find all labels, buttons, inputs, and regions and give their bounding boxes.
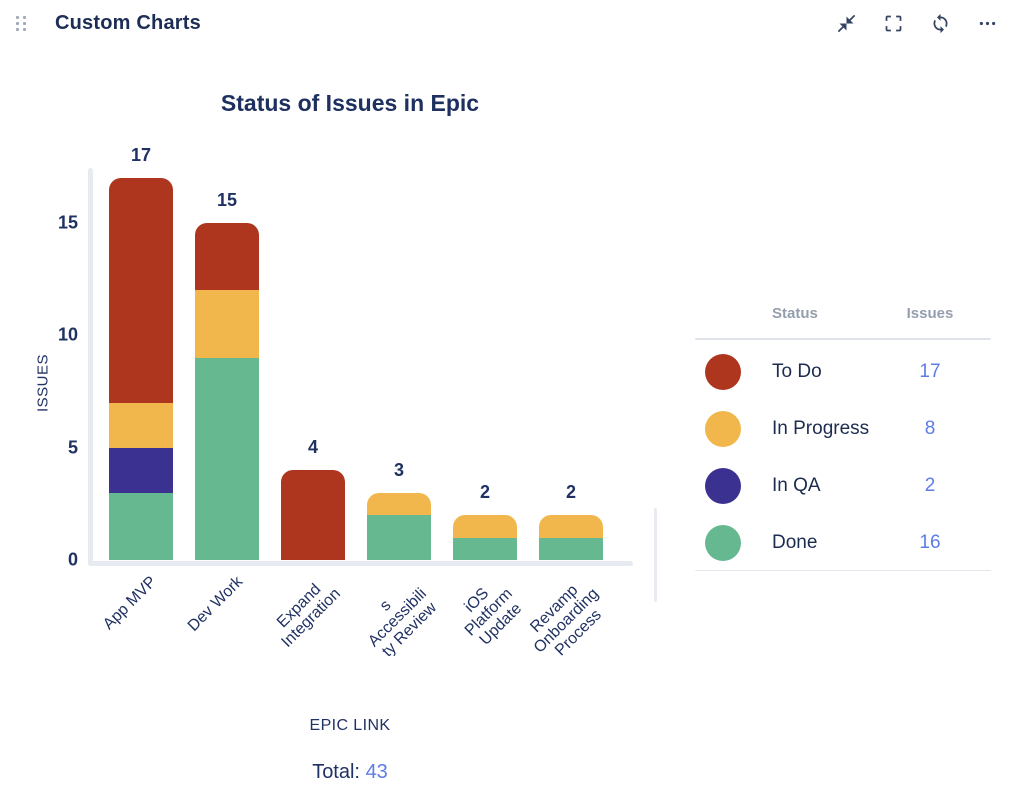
bar-total-label: 2 — [565, 482, 576, 502]
legend-status-label: In QA — [772, 474, 821, 496]
legend-row-in-progress[interactable]: In Progress 8 — [695, 400, 991, 457]
bar-segment-to-do[interactable] — [195, 222, 259, 290]
bar-total-label: 3 — [393, 459, 404, 480]
legend-status-label: Done — [772, 531, 818, 553]
legend-color-swatch — [705, 353, 741, 390]
collapse-button[interactable] — [833, 12, 859, 38]
bar-segment-to-do[interactable] — [281, 470, 345, 560]
bar-total-label: 4 — [307, 437, 318, 457]
total-value: 43 — [365, 761, 388, 783]
y-axis-tick-label: 5 — [67, 437, 78, 457]
legend-color-swatch — [705, 410, 741, 447]
drag-handle-icon[interactable] — [16, 16, 31, 34]
bar-segment-in-progress[interactable] — [539, 515, 603, 538]
y-axis-tick-label: 15 — [57, 212, 78, 232]
plot-right-divider — [654, 508, 657, 602]
bar-segment-in-progress[interactable] — [453, 515, 517, 538]
ellipsis-icon — [977, 13, 998, 37]
x-axis-labels: App MVP Dev Work Expand Integration s Accessi… — [100, 573, 605, 661]
bar-segment-done[interactable] — [539, 537, 603, 560]
bar-segment-done[interactable] — [195, 357, 259, 560]
collapse-icon — [836, 13, 857, 37]
legend-color-swatch — [705, 524, 741, 561]
x-axis-title: EPIC LINK — [309, 717, 391, 734]
legend-status-label: In Progress — [772, 417, 870, 439]
chart-total: Total: 43 — [70, 761, 630, 784]
bar-segment-in-progress[interactable] — [195, 290, 259, 358]
legend-row-in-qa[interactable]: In QA 2 — [695, 457, 991, 514]
refresh-icon — [930, 13, 951, 37]
legend-divider — [695, 570, 991, 571]
y-axis-ticks: 0 5 10 15 — [20, 150, 78, 570]
legend-divider — [695, 338, 991, 340]
legend-color-swatch — [705, 467, 741, 504]
legend-issue-count[interactable]: 8 — [924, 417, 936, 439]
widget-header: Custom Charts — [0, 0, 1024, 50]
bar-segment-in-qa[interactable] — [109, 447, 173, 493]
bar-segment-to-do[interactable] — [109, 177, 173, 403]
bar-segment-in-progress[interactable] — [109, 402, 173, 448]
legend-header-status: Status — [772, 305, 818, 322]
legend-row-done[interactable]: Done 16 — [695, 514, 991, 571]
refresh-button[interactable] — [927, 12, 953, 38]
fullscreen-button[interactable] — [880, 12, 906, 38]
y-axis-line — [88, 168, 93, 566]
bar-segment-done[interactable] — [109, 492, 173, 560]
y-axis-tick-label: 10 — [57, 324, 78, 345]
bar-segment-done[interactable] — [367, 515, 431, 560]
more-options-button[interactable] — [974, 12, 1000, 38]
bar-segment-done[interactable] — [453, 537, 517, 560]
chart-title: Status of Issues in Epic — [220, 90, 480, 116]
legend-row-to-do[interactable]: To Do 17 — [695, 343, 991, 400]
bar-chart-plot: 17 15 4 3 2 2 — [95, 145, 670, 560]
fullscreen-icon — [883, 13, 904, 37]
bar-total-label: 2 — [479, 482, 490, 502]
legend-issue-count[interactable]: 2 — [924, 474, 936, 496]
legend-issue-count[interactable]: 17 — [919, 360, 941, 382]
y-axis-tick-label: 0 — [67, 549, 78, 570]
total-label: Total: — [312, 761, 360, 783]
widget-title: Custom Charts — [55, 12, 201, 34]
bar-segment-in-progress[interactable] — [367, 492, 431, 515]
legend-table: Status Issues To Do 17 In Progress 8 In QA 2 D… — [695, 297, 991, 582]
legend-header-issues: Issues — [906, 305, 954, 322]
x-axis-line — [88, 561, 633, 566]
header-actions — [833, 12, 1000, 38]
legend-status-label: To Do — [772, 360, 822, 382]
legend-issue-count[interactable]: 16 — [919, 531, 941, 553]
bar-total-label: 17 — [130, 144, 152, 165]
bar-total-label: 15 — [216, 189, 238, 210]
